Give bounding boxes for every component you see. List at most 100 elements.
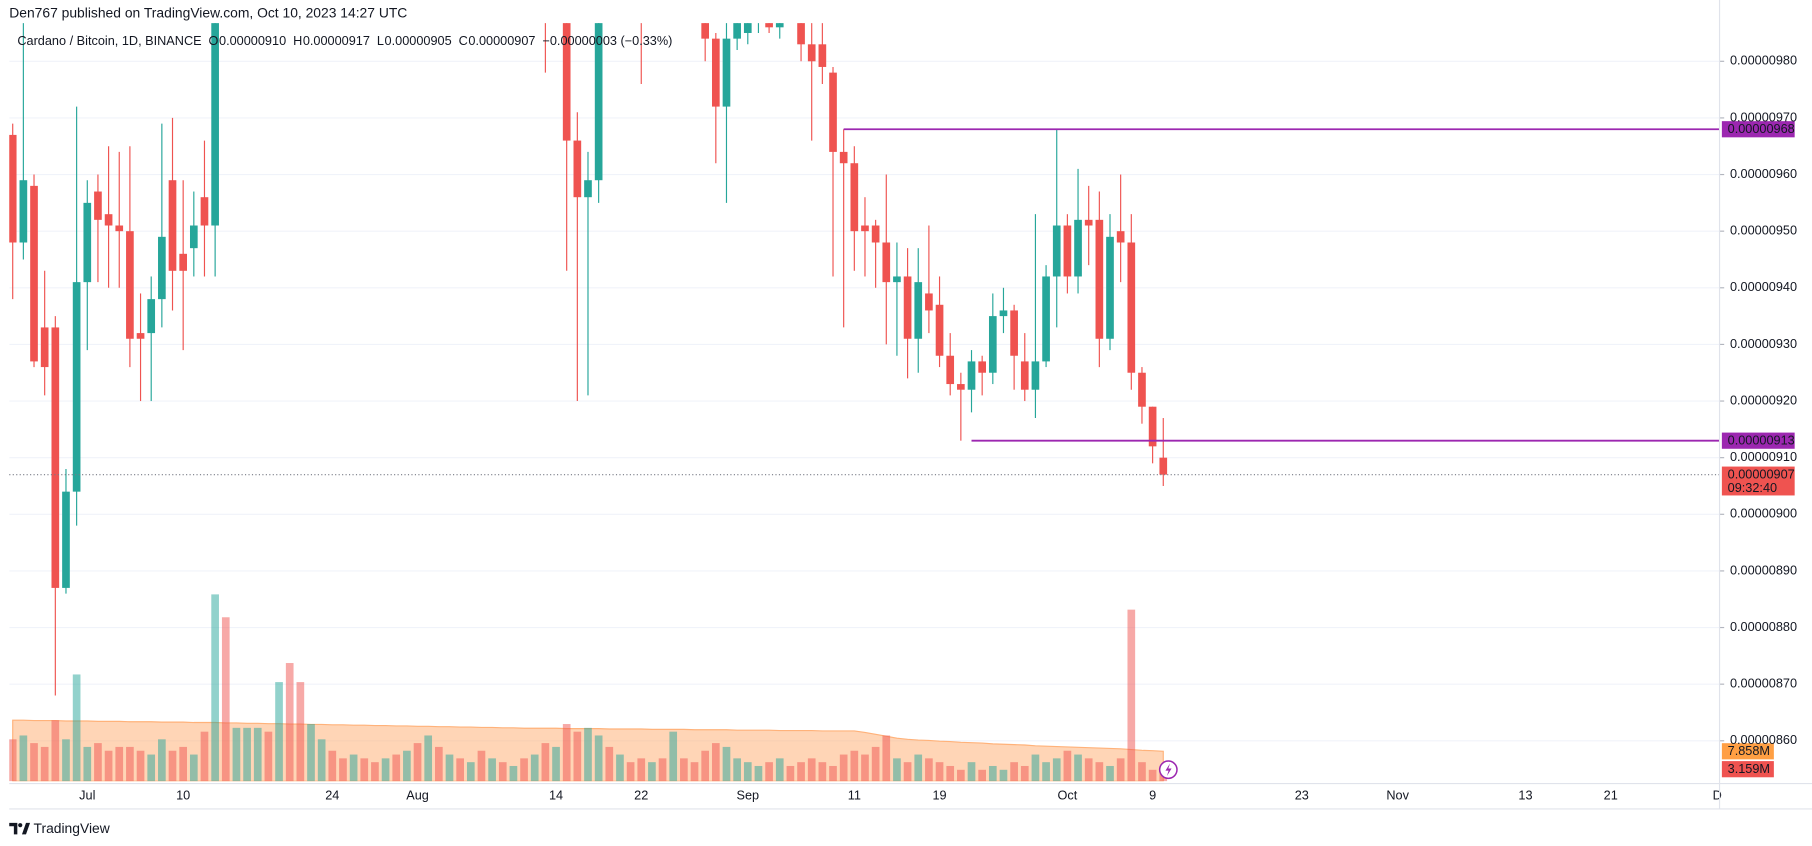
- volume-label-box: [1721, 761, 1774, 778]
- x-tick-label: 21: [1604, 788, 1618, 803]
- y-tick-label: 0.00000900: [1730, 506, 1797, 521]
- candle-body: [19, 180, 28, 243]
- volume-bar: [349, 754, 358, 782]
- level-label-box: [1721, 121, 1795, 138]
- x-tick-label: Aug: [406, 788, 429, 803]
- candle-body: [94, 191, 102, 220]
- volume-bar: [30, 743, 38, 782]
- volume-bar: [829, 765, 837, 782]
- candle-body: [594, 23, 603, 181]
- volume-bar: [967, 762, 976, 782]
- x-tick-label: Oct: [1058, 788, 1078, 803]
- x-tick-label: 23: [1295, 788, 1309, 803]
- volume-bar: [850, 750, 859, 782]
- candle-body: [1159, 457, 1168, 475]
- volume-label: 3.159M: [1728, 761, 1770, 776]
- volume-bar: [839, 754, 848, 782]
- volume-bar: [1106, 765, 1114, 782]
- axis-layer: 0.00000860 0.00000870 0.00000880 0.00000890…: [79, 53, 1797, 803]
- y-tick-label: 0.00000930: [1730, 336, 1797, 351]
- volume-bar: [104, 750, 113, 782]
- replay-bolt: [1165, 763, 1172, 777]
- candle-body: [1063, 225, 1072, 277]
- candle-body: [701, 23, 710, 39]
- candle-body: [893, 276, 901, 283]
- candle-body: [62, 491, 70, 588]
- volume-bar: [1020, 765, 1029, 782]
- volume-bar: [978, 769, 986, 782]
- candle-layer: [9, 23, 1168, 696]
- candle-body: [72, 282, 81, 492]
- volume-bar: [637, 758, 646, 782]
- volume-bar: [168, 750, 177, 782]
- candle-body: [946, 355, 955, 385]
- candle-body: [562, 23, 571, 141]
- volume-bar: [147, 754, 156, 782]
- volume-bar: [1042, 762, 1050, 782]
- replay-icon[interactable]: [1158, 760, 1178, 780]
- candle-body: [51, 327, 60, 588]
- volume-bar: [690, 762, 699, 782]
- volume-ma-label-box: [1721, 743, 1774, 760]
- volume-bar: [509, 765, 518, 782]
- y-tick-label: 0.00000960: [1730, 166, 1797, 181]
- candle-body: [882, 242, 891, 283]
- volume-bar: [871, 746, 880, 782]
- volume-bar: [317, 739, 326, 782]
- y-tick-label: 0.00000940: [1730, 279, 1797, 294]
- candle-body: [807, 44, 816, 62]
- legend: Cardano / Bitcoin, 1D, BINANCE O 0.0000091…: [17, 33, 672, 48]
- brand-logo-dot: [18, 823, 23, 828]
- x-tick-label: 13: [1518, 788, 1532, 803]
- level-label: 0.00000968: [1728, 121, 1795, 136]
- volume-bar: [466, 762, 475, 782]
- candle-body: [839, 151, 848, 164]
- brand-logo-t: [9, 822, 18, 835]
- y-tick-label: 0.00000980: [1730, 53, 1797, 68]
- volume-bar: [9, 739, 17, 782]
- legend-value: 0.00000905: [385, 33, 452, 48]
- volume-bar: [775, 758, 784, 782]
- y-tick-label: 0.00000920: [1730, 392, 1797, 407]
- x-tick-label: 11: [848, 788, 861, 803]
- candle-body: [829, 72, 837, 152]
- volume-bar: [221, 617, 230, 782]
- x-tick-label: 24: [325, 788, 339, 803]
- x-tick-label: 14: [549, 788, 563, 803]
- volume-bar: [19, 735, 28, 782]
- volume-bar: [1127, 609, 1136, 782]
- volume-bar: [360, 758, 369, 782]
- volume-bar: [392, 754, 401, 782]
- brand-logo: [9, 822, 31, 835]
- volume-bar: [807, 758, 816, 782]
- publish-header: Den767 published on TradingView.com, Oct…: [9, 5, 407, 21]
- x-tick-label: 22: [634, 788, 648, 803]
- volume-bar: [584, 727, 592, 782]
- x-tick-label: 19: [932, 788, 946, 803]
- volume-bar: [573, 731, 582, 782]
- candle-body: [211, 23, 219, 226]
- volume-bar: [1084, 758, 1093, 782]
- candle-body: [168, 180, 177, 271]
- volume-bar: [158, 739, 166, 782]
- candle-body: [40, 327, 49, 368]
- volume-bar: [72, 674, 81, 782]
- candle-body: [104, 214, 113, 226]
- candle-body: [200, 197, 209, 226]
- volume-bar: [1148, 769, 1157, 782]
- y-tick-label: 0.00000880: [1730, 619, 1797, 634]
- candle-body: [1010, 310, 1018, 356]
- candle-body: [861, 225, 869, 232]
- legend-value: 0.00000917: [303, 33, 370, 48]
- volume-bar: [211, 594, 219, 782]
- volume-bar: [946, 765, 955, 782]
- volume-bar: [733, 758, 741, 782]
- legend-key: H: [293, 33, 302, 48]
- candle-body: [1116, 231, 1125, 243]
- volume-bar: [797, 762, 805, 782]
- volume-bar: [413, 743, 422, 782]
- candle-body: [9, 134, 17, 243]
- candle-body: [1095, 219, 1104, 339]
- legend-value: 0.00000907: [468, 33, 535, 48]
